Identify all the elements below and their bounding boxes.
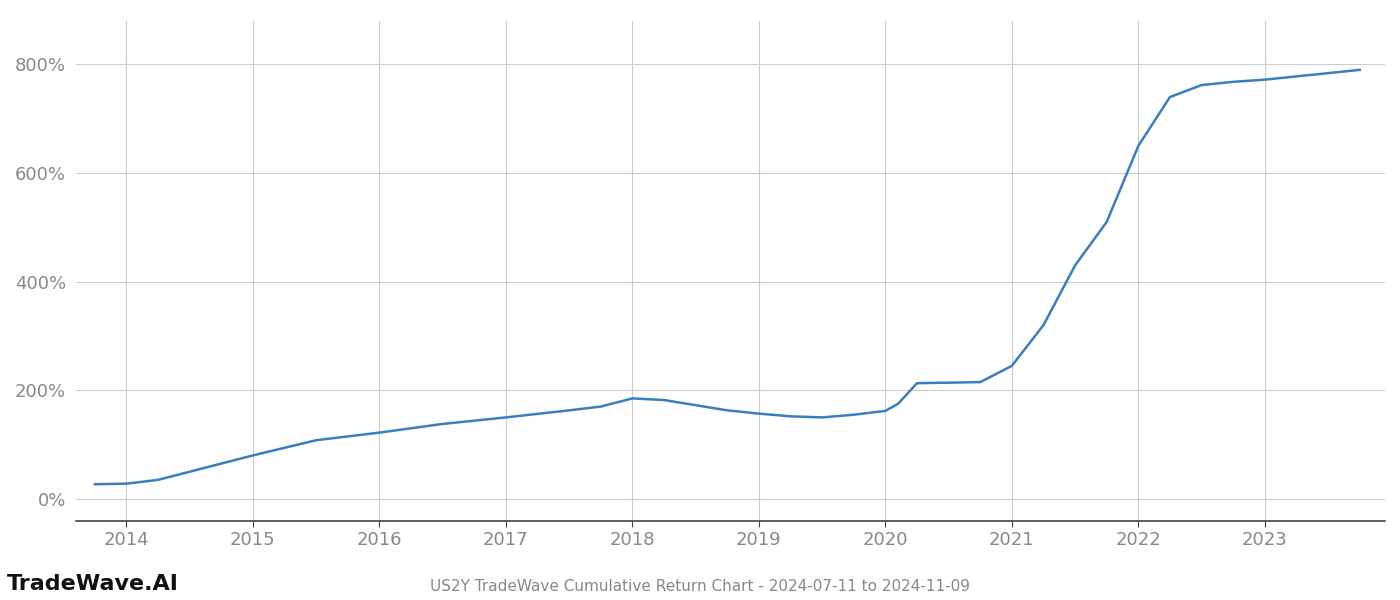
Text: TradeWave.AI: TradeWave.AI — [7, 574, 179, 594]
Text: US2Y TradeWave Cumulative Return Chart - 2024-07-11 to 2024-11-09: US2Y TradeWave Cumulative Return Chart -… — [430, 579, 970, 594]
